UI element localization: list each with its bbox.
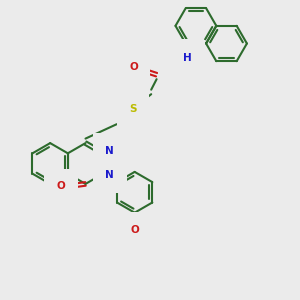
Text: S: S [130, 103, 137, 114]
Text: H: H [183, 52, 192, 63]
Text: O: O [130, 224, 139, 235]
Text: O: O [129, 62, 138, 72]
Text: N: N [171, 51, 180, 61]
Text: O: O [56, 181, 65, 191]
Text: N: N [105, 146, 114, 156]
Text: N: N [105, 170, 114, 180]
